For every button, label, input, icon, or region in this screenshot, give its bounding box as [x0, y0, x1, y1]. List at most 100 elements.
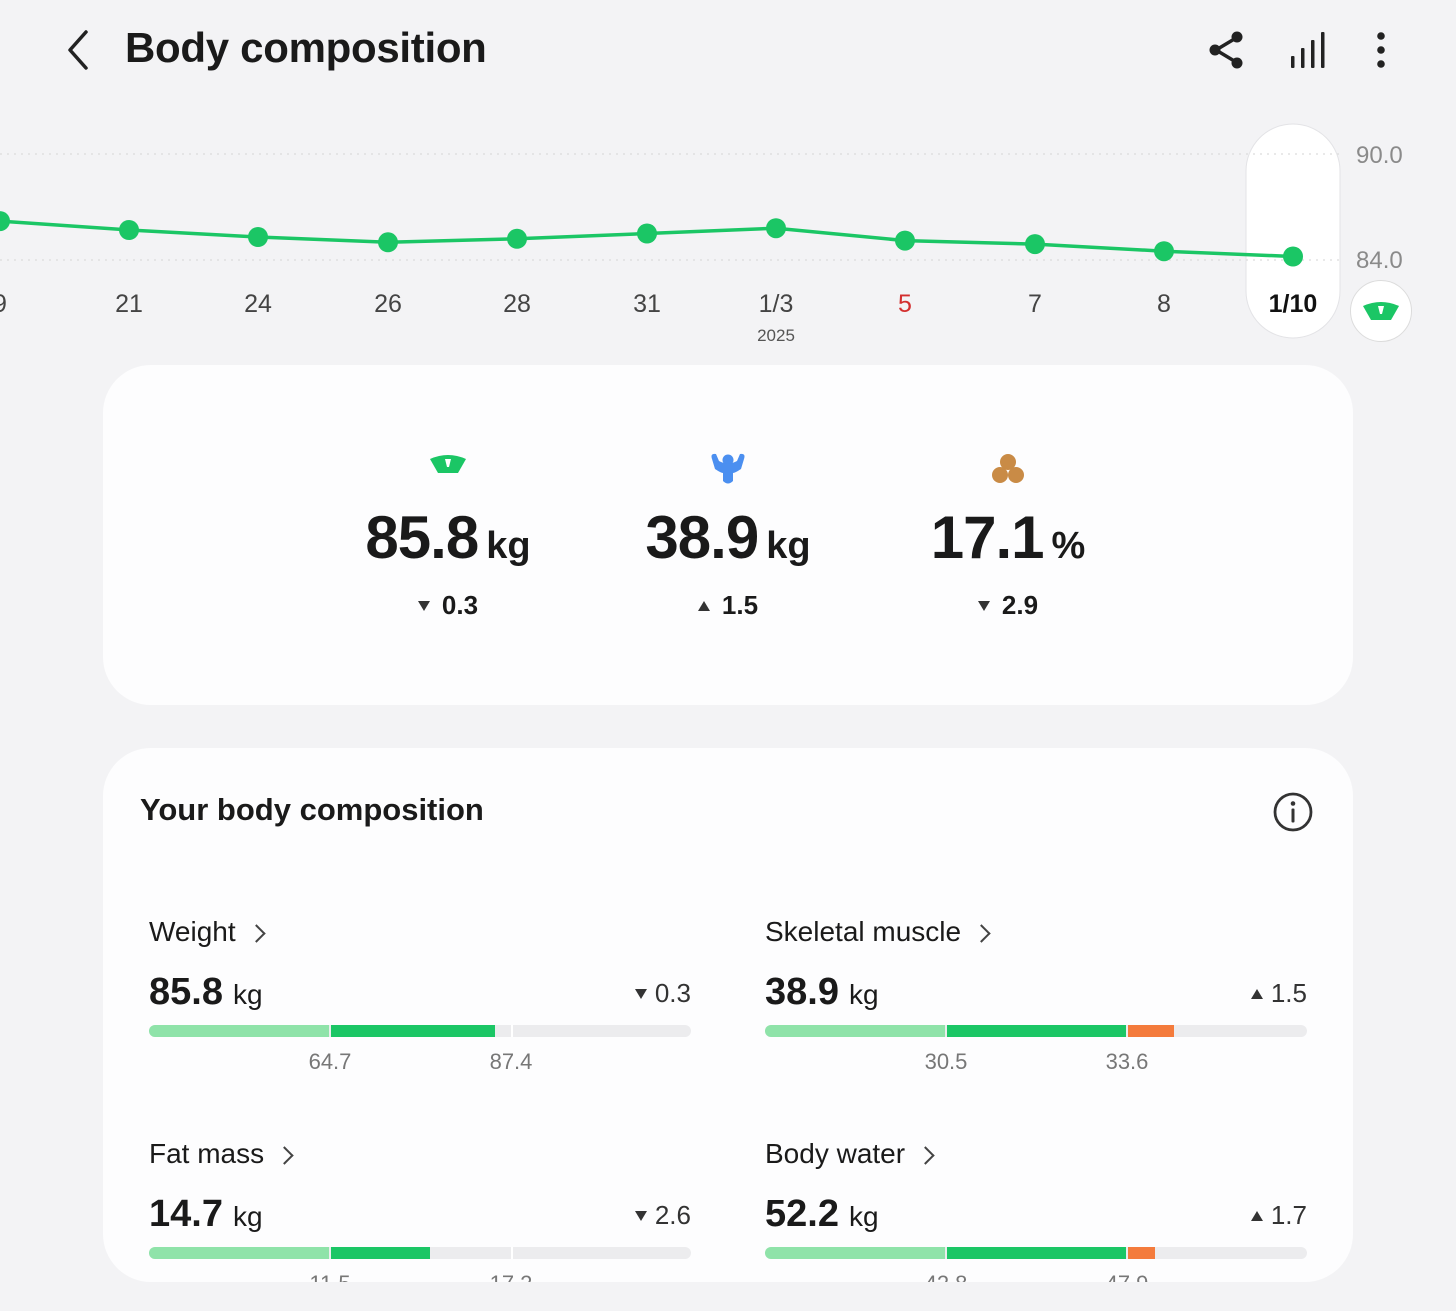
body-water-item-label[interactable]: Body water — [765, 1138, 935, 1170]
item-change: 2.6 — [654, 1200, 691, 1230]
bar-segment-low — [765, 1247, 945, 1259]
data-point[interactable] — [637, 223, 657, 244]
item-unit: kg — [848, 979, 879, 1010]
range-high-label: 87.4 — [489, 1049, 533, 1074]
range-low-label: 30.5 — [924, 1049, 968, 1074]
year-label: 2025 — [757, 326, 795, 345]
skeletal-muscle-item[interactable]: Skeletal muscle 38.9 kg 1.5 30.5 33.6 — [765, 916, 1307, 1116]
x-tick-label[interactable]: 1/10 — [1269, 290, 1318, 318]
range-high-label: 33.6 — [1105, 1049, 1149, 1074]
bar-divider — [511, 1025, 513, 1037]
data-point[interactable] — [378, 232, 398, 253]
chevron-right-icon — [972, 923, 991, 943]
info-button[interactable] — [1271, 790, 1315, 834]
selected-day-highlight — [1245, 123, 1341, 339]
item-change: 0.3 — [654, 978, 691, 1008]
fat-unit: % — [1051, 525, 1086, 567]
data-point[interactable] — [1154, 241, 1174, 262]
x-tick-label[interactable]: 7 — [1028, 290, 1042, 318]
fat-change: 2.9 — [1001, 590, 1039, 620]
chevron-right-icon — [275, 1145, 294, 1165]
range-bar — [765, 1247, 1307, 1259]
trends-button[interactable] — [1283, 26, 1331, 74]
fat-mass-item[interactable]: Fat mass 14.7 kg 2.6 11.5 17.2 — [149, 1138, 691, 1282]
summary-card[interactable]: 85.8 kg 0.3 38.9 kg 1.5 17.1% 2.9 — [103, 365, 1353, 705]
more-vertical-icon — [1377, 32, 1385, 68]
body-composition-card: Your body composition Weight 85.8 kg 0.3 … — [103, 748, 1353, 1282]
back-button[interactable] — [56, 26, 100, 74]
item-unit: kg — [232, 1201, 263, 1232]
item-unit: kg — [232, 979, 263, 1010]
item-change: 1.5 — [1270, 978, 1307, 1008]
down-arrow-icon — [634, 1210, 647, 1221]
muscle-value: 38.9 — [645, 504, 759, 571]
data-point[interactable] — [766, 218, 786, 239]
data-point[interactable] — [895, 230, 915, 251]
bar-chart-icon — [1291, 32, 1325, 68]
weight-change: 0.3 — [441, 590, 479, 620]
data-point[interactable] — [507, 228, 527, 249]
y-axis-label-bottom: 84.0 — [1356, 247, 1403, 274]
x-tick-label[interactable]: 24 — [244, 290, 272, 318]
y-axis-label-top: 90.0 — [1356, 142, 1403, 169]
scale-icon — [1363, 302, 1399, 320]
body-water-item[interactable]: Body water 52.2 kg 1.7 42.8 47.9 — [765, 1138, 1307, 1282]
scale-filter-button[interactable] — [1350, 280, 1412, 342]
range-bar — [149, 1247, 691, 1259]
chevron-right-icon — [916, 1145, 935, 1165]
x-tick-label[interactable]: 31 — [633, 290, 661, 318]
bar-segment-high — [1128, 1247, 1155, 1259]
back-arrow-icon — [68, 30, 88, 70]
fat-value: 17.1 — [930, 504, 1045, 571]
down-arrow-icon — [417, 600, 430, 611]
bar-segment-normal — [331, 1025, 495, 1037]
item-unit: kg — [848, 1201, 879, 1232]
x-tick-label[interactable]: 1/3 — [759, 290, 794, 318]
item-value: 38.9 — [765, 971, 839, 1013]
range-low-label: 42.8 — [925, 1271, 968, 1282]
trend-chart-svg[interactable]: 9 21 24 26 28 31 1/3 2025 5 7 8 1/10 — [0, 110, 1456, 360]
x-tick-label[interactable]: 21 — [115, 290, 143, 318]
page-title: Body composition — [125, 24, 487, 71]
range-low-label: 64.7 — [308, 1049, 352, 1074]
bar-segment-low — [765, 1025, 945, 1037]
bar-segment-normal — [947, 1025, 1126, 1037]
skeletal-muscle-item-label[interactable]: Skeletal muscle — [765, 916, 991, 948]
data-point[interactable] — [1025, 234, 1045, 255]
up-arrow-icon — [1250, 1210, 1263, 1221]
bar-divider — [511, 1247, 513, 1259]
weight-item-label[interactable]: Weight — [149, 916, 266, 948]
item-change: 1.7 — [1270, 1200, 1307, 1230]
fat-mass-item-label[interactable]: Fat mass — [149, 1138, 294, 1170]
weight-trend-chart: 9 21 24 26 28 31 1/3 2025 5 7 8 1/10 90.0 84.0 — [0, 110, 1456, 360]
item-value: 52.2 — [765, 1193, 839, 1235]
fat-icon — [992, 454, 1024, 483]
data-point[interactable] — [119, 220, 139, 240]
bar-segment-low — [149, 1247, 329, 1259]
chevron-right-icon — [246, 923, 266, 943]
weight-unit: kg — [486, 525, 531, 567]
share-button[interactable] — [1202, 26, 1250, 74]
app-header: Body composition — [0, 0, 1456, 100]
data-point[interactable] — [1283, 246, 1303, 267]
x-tick-label[interactable]: 8 — [1157, 290, 1171, 318]
up-arrow-icon — [697, 600, 710, 611]
x-tick-label[interactable]: 9 — [0, 290, 7, 318]
item-value: 85.8 — [149, 971, 223, 1013]
muscle-icon — [711, 453, 745, 484]
x-tick-label[interactable]: 26 — [374, 290, 402, 318]
more-options-button[interactable] — [1357, 26, 1405, 74]
range-low-label: 11.5 — [309, 1271, 350, 1282]
share-icon — [1209, 31, 1243, 69]
range-high-label: 17.2 — [490, 1271, 533, 1282]
x-tick-label[interactable]: 28 — [503, 290, 531, 318]
bar-segment-normal — [331, 1247, 430, 1259]
range-high-label: 47.9 — [1106, 1271, 1149, 1282]
data-point[interactable] — [0, 211, 10, 232]
bar-segment-low — [149, 1025, 329, 1037]
data-point[interactable] — [248, 227, 268, 247]
range-bar — [149, 1025, 691, 1037]
weight-item[interactable]: Weight 85.8 kg 0.3 64.7 87.4 — [149, 916, 691, 1116]
muscle-unit: kg — [766, 525, 811, 567]
x-tick-label[interactable]: 5 — [898, 290, 912, 318]
